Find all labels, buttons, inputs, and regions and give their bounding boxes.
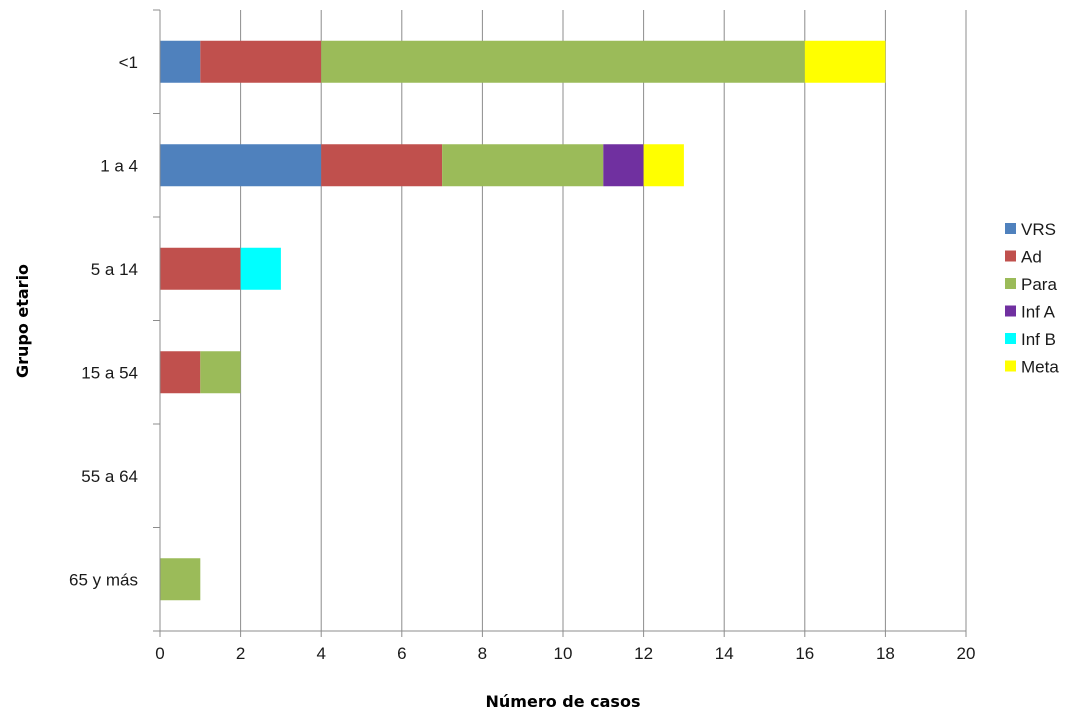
x-tick-label-5: 10 — [554, 644, 573, 663]
bar-segment-0-5 — [804, 40, 886, 83]
y-tick-label-2: 5 a 14 — [91, 260, 138, 279]
bar-segment-3-2 — [200, 351, 241, 394]
x-tick-label-0: 0 — [155, 644, 164, 663]
y-tick-label-0: <1 — [119, 53, 138, 72]
x-tick-label-3: 6 — [397, 644, 406, 663]
bar-segment-5-2 — [160, 558, 201, 601]
x-tick-label-10: 20 — [957, 644, 976, 663]
legend-label-4: Inf B — [1021, 330, 1056, 349]
legend-label-5: Meta — [1021, 358, 1059, 377]
legend: VRS Ad Para Inf A Inf B Meta — [1005, 220, 1059, 377]
bar-segment-0-1 — [200, 40, 322, 83]
legend-swatch-1 — [1005, 250, 1016, 262]
bar-segment-2-1 — [160, 247, 241, 290]
legend-label-2: Para — [1021, 275, 1057, 294]
legend-label-0: VRS — [1021, 220, 1056, 239]
bar-segment-1-3 — [603, 144, 644, 187]
legend-label-3: Inf A — [1021, 303, 1056, 322]
legend-label-1: Ad — [1021, 248, 1042, 267]
bar-segment-1-5 — [643, 144, 684, 187]
x-tick-label-4: 8 — [478, 644, 487, 663]
bar-segment-0-0 — [160, 40, 201, 83]
y-axis-title: Grupo etario — [13, 264, 32, 378]
x-tick-label-2: 4 — [316, 644, 325, 663]
bar-segment-0-2 — [321, 40, 805, 83]
legend-swatch-5 — [1005, 360, 1016, 372]
y-tick-label-5: 65 y más — [69, 570, 138, 589]
x-tick-label-6: 12 — [634, 644, 653, 663]
gridlines — [240, 10, 967, 631]
y-tick-label-3: 15 a 54 — [81, 363, 138, 382]
x-tick-label-9: 18 — [876, 644, 895, 663]
legend-swatch-0 — [1005, 223, 1016, 234]
x-tick-label-8: 16 — [795, 644, 814, 663]
x-axis-title: Número de casos — [486, 692, 641, 711]
legend-swatch-2 — [1005, 278, 1016, 289]
x-tick-label-1: 2 — [236, 644, 245, 663]
y-tick-labels: <1 1 a 4 5 a 14 15 a 54 55 a 64 65 y más — [69, 53, 138, 590]
bars — [160, 40, 886, 601]
bar-segment-2-4 — [240, 247, 281, 290]
legend-swatch-4 — [1005, 333, 1016, 344]
axes — [153, 9, 967, 637]
legend-swatch-3 — [1005, 305, 1016, 317]
bar-segment-1-0 — [160, 144, 322, 187]
bar-segment-3-1 — [160, 351, 201, 394]
y-tick-label-1: 1 a 4 — [100, 156, 138, 175]
bar-segment-1-2 — [442, 144, 604, 187]
bar-segment-1-1 — [321, 144, 443, 187]
x-tick-labels: 0 2 4 6 8 10 12 14 16 18 20 — [155, 644, 975, 663]
x-tick-label-7: 14 — [715, 644, 734, 663]
y-tick-label-4: 55 a 64 — [81, 467, 138, 486]
